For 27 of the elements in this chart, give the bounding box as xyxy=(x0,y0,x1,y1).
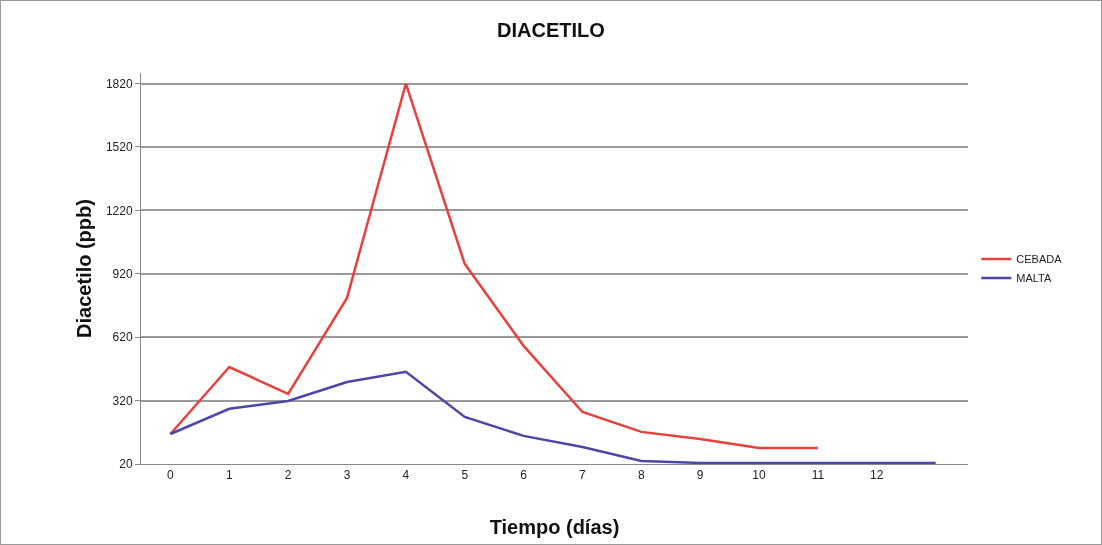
y-tick-label: 620 xyxy=(112,330,133,345)
x-tick-label: 11 xyxy=(811,468,825,483)
x-tick-label: 12 xyxy=(870,468,884,483)
x-tick-label: 8 xyxy=(637,468,645,483)
y-tick-label: 20 xyxy=(119,457,133,472)
y-tick-label: 920 xyxy=(112,266,133,281)
x-tick-label: 1 xyxy=(225,468,233,483)
y-tick-label: 1220 xyxy=(105,203,133,218)
legend-label: CEBADA xyxy=(1016,253,1063,266)
x-tick-label: 2 xyxy=(284,468,292,483)
x-tick-label: 6 xyxy=(520,468,528,483)
y-tick-label: 320 xyxy=(112,393,133,408)
line-series xyxy=(169,82,820,450)
x-tick-label: 5 xyxy=(461,468,469,483)
y-axis-title: Diacetilo (ppb) xyxy=(73,199,95,338)
x-axis-title: Tiempo (días) xyxy=(489,516,620,538)
x-tick-label: 7 xyxy=(579,468,587,483)
x-tick-label: 0 xyxy=(167,468,175,483)
x-tick-label: 9 xyxy=(696,468,704,483)
x-tick-label: 3 xyxy=(343,468,351,483)
legend-label: MALTA xyxy=(1016,272,1052,285)
y-tick-label: 1820 xyxy=(105,76,133,91)
chart-title: DIACETILO xyxy=(497,18,605,41)
x-tick-label: 4 xyxy=(402,468,410,483)
x-tick-label: 10 xyxy=(752,468,767,483)
y-tick-label: 1520 xyxy=(105,140,133,155)
line-series xyxy=(169,370,937,464)
